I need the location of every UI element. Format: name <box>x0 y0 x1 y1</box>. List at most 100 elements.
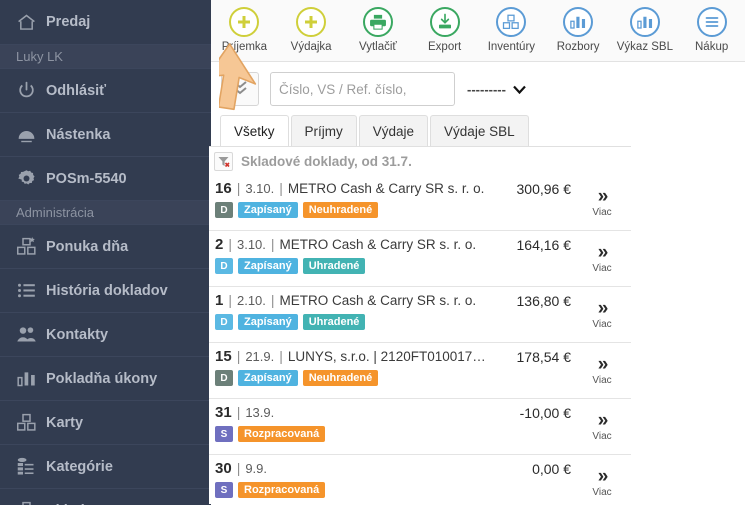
sidebar-item-nastenka[interactable]: Nástenka <box>0 113 211 157</box>
boxes-icon <box>496 7 527 37</box>
document-date: 21.9. <box>245 349 275 364</box>
expand-filters-button[interactable] <box>221 72 259 106</box>
separator: | <box>236 180 241 196</box>
toolbar-button-vydajka[interactable]: Výdajka <box>278 0 345 53</box>
document-row[interactable]: 31 | 13.9. -10,00 € S Rozpracovaná » Viac <box>209 399 631 455</box>
sidebar-item-pokladna-ukony[interactable]: Pokladňa úkony <box>0 357 211 401</box>
tab-vydaje-sbl[interactable]: Výdaje SBL <box>430 115 529 146</box>
tab-bar: Všetky Príjmy Výdaje Výdaje SBL <box>211 114 745 146</box>
document-row-main: 1 | 2.10. | METRO Cash & Carry SR s. r. o. <box>215 292 631 309</box>
double-chevron-right-icon: » <box>597 242 608 263</box>
document-more-button[interactable]: » Viac <box>579 466 625 498</box>
document-more-button[interactable]: » Viac <box>579 186 625 218</box>
document-amount: 136,80 € <box>516 293 572 309</box>
sidebar-item-historia-dokladov[interactable]: História dokladov <box>0 269 211 313</box>
sidebar-item-label: Kontakty <box>46 326 109 343</box>
toolbar-button-prijemka[interactable]: Príjemka <box>211 0 278 53</box>
separator: | <box>236 348 241 364</box>
document-partner: METRO Cash & Carry SR s. r. o. <box>287 181 485 196</box>
toolbar-button-rozbory[interactable]: Rozbory <box>545 0 612 53</box>
sidebar-item-label: Nástenka <box>46 126 111 143</box>
double-chevron-right-icon: » <box>597 466 608 487</box>
sidebar-item-label: Karty <box>46 414 84 431</box>
separator: | <box>236 460 241 476</box>
sidebar-item-posm-5540[interactable]: POSm-5540 <box>0 157 211 201</box>
doc-type-select[interactable]: --------- <box>467 82 526 97</box>
toolbar-button-nakup[interactable]: Nákup <box>678 0 745 53</box>
separator: | <box>279 348 283 364</box>
toolbar-button-label: Výdajka <box>290 41 332 53</box>
chevron-down-icon <box>513 82 526 97</box>
toolbar: Príjemka Výdajka Vytlačiť Export Inventúry Ro… <box>211 0 745 62</box>
filter-clear-icon[interactable] <box>214 151 233 171</box>
document-more-button[interactable]: » Viac <box>579 354 625 386</box>
document-number: 16 <box>215 180 232 197</box>
document-row[interactable]: 30 | 9.9. 0,00 € S Rozpracovaná » Viac <box>209 455 631 504</box>
document-amount: 164,16 € <box>516 237 572 253</box>
tab-prijmy[interactable]: Príjmy <box>290 115 357 146</box>
sidebar-item-sklad[interactable]: Sklad <box>0 489 211 505</box>
download-xml-icon <box>429 7 460 37</box>
document-date: 3.10. <box>236 237 266 252</box>
document-badges: S Rozpracovaná <box>215 482 631 498</box>
tab-label: Všetky <box>234 123 275 139</box>
toolbar-button-export[interactable]: Export <box>411 0 478 53</box>
document-amount: 178,54 € <box>516 349 572 365</box>
categories-icon <box>16 456 46 478</box>
toolbar-button-label: Príjemka <box>221 41 268 53</box>
double-chevron-down-icon <box>230 77 250 102</box>
sidebar-item-karty[interactable]: Karty <box>0 401 211 445</box>
separator: | <box>270 236 275 252</box>
bars-chart-icon <box>563 7 594 37</box>
tab-label: Výdaje SBL <box>444 123 515 139</box>
document-row[interactable]: 1 | 2.10. | METRO Cash & Carry SR s. r. o. 13… <box>209 287 631 343</box>
document-row-main: 15 | 21.9. | LUNYS, s.r.o. | 2120FT010017… <box>215 348 631 365</box>
home-icon <box>16 11 46 33</box>
boxes-star-icon <box>16 236 46 258</box>
document-more-button[interactable]: » Viac <box>579 299 625 330</box>
document-more-label: Viac <box>592 207 612 218</box>
document-more-label: Viac <box>592 375 612 386</box>
tab-label: Výdaje <box>372 123 415 139</box>
tab-vsetky[interactable]: Všetky <box>220 115 289 146</box>
sidebar-item-label: POSm-5540 <box>46 170 127 187</box>
toolbar-button-vykaz-sbl[interactable]: Výkaz SBL <box>612 0 679 53</box>
search-input[interactable] <box>270 72 455 106</box>
document-more-button[interactable]: » Viac <box>579 411 625 442</box>
sidebar-item-odhlasit[interactable]: Odhlásiť <box>0 69 211 113</box>
sidebar-item-predaj[interactable]: Predaj <box>0 0 211 45</box>
tab-vydaje[interactable]: Výdaje <box>358 115 429 146</box>
sidebar-item-ponuka-dna[interactable]: Ponuka dňa <box>0 225 211 269</box>
document-date: 3.10. <box>245 181 275 196</box>
people-icon <box>16 324 46 346</box>
document-badges: S Rozpracovaná <box>215 426 631 442</box>
gauge-icon <box>16 124 46 146</box>
double-chevron-right-icon: » <box>597 354 608 375</box>
document-more-button[interactable]: » Viac <box>579 242 625 274</box>
bars-chart-icon <box>629 7 660 37</box>
document-partner: LUNYS, s.r.o. | 2120FT010017… <box>287 349 486 364</box>
sidebar-item-kontakty[interactable]: Kontakty <box>0 313 211 357</box>
toolbar-button-vytlacit[interactable]: Vytlačiť <box>345 0 412 53</box>
sidebar-item-kategorie[interactable]: Kategórie <box>0 445 211 489</box>
document-row[interactable]: 15 | 21.9. | LUNYS, s.r.o. | 2120FT010017… 17… <box>209 343 631 399</box>
document-number: 30 <box>215 460 232 477</box>
status-badge: Zapísaný <box>238 202 298 218</box>
status-badge: Neuhradené <box>302 202 379 218</box>
sidebar-item-label: Ponuka dňa <box>46 238 129 255</box>
document-row[interactable]: 2 | 3.10. | METRO Cash & Carry SR s. r. o. 16… <box>209 231 631 287</box>
power-icon <box>16 80 46 102</box>
document-amount: -10,00 € <box>519 405 571 421</box>
document-row-main: 30 | 9.9. <box>215 460 631 477</box>
document-number: 1 <box>215 292 224 309</box>
document-row[interactable]: 16 | 3.10. | METRO Cash & Carry SR s. r. o. 3… <box>209 175 631 231</box>
toolbar-button-inventury[interactable]: Inventúry <box>478 0 545 53</box>
double-chevron-right-icon: » <box>597 186 608 207</box>
sidebar-section-administracia: Administrácia <box>0 201 211 225</box>
separator: | <box>279 180 283 196</box>
sidebar-section-label: Administrácia <box>16 205 95 220</box>
document-amount: 0,00 € <box>532 461 571 477</box>
document-badges: D Zapísaný Uhradené <box>215 258 631 274</box>
sidebar-item-label: Predaj <box>46 14 91 30</box>
